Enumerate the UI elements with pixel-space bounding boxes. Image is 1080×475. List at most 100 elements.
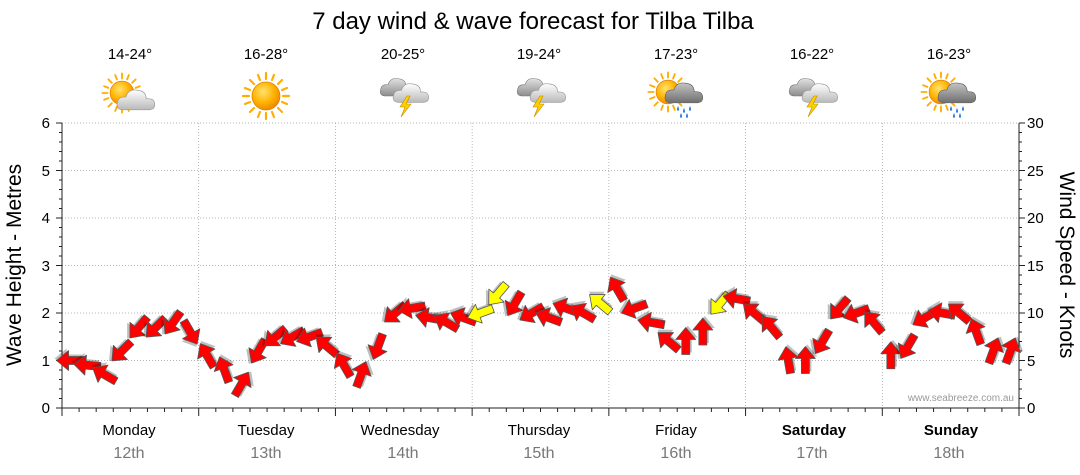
wind-arrow-body bbox=[488, 281, 510, 306]
wind-arrow-body bbox=[367, 332, 388, 360]
wind-arrow bbox=[692, 316, 715, 346]
right-y-tick-label: 20 bbox=[1027, 210, 1044, 227]
wind-arrow bbox=[810, 327, 833, 355]
sunny-icon bbox=[241, 71, 291, 121]
wind-arrow bbox=[277, 326, 307, 347]
wind-arrow-body bbox=[92, 364, 119, 386]
day-label-tuesday: Tuesday bbox=[238, 422, 295, 439]
wind-arrow-body bbox=[692, 317, 714, 346]
temp-label-wednesday: 20-25° bbox=[381, 46, 425, 63]
right-y-tick-label: 10 bbox=[1027, 305, 1044, 322]
wind-arrow-body bbox=[830, 295, 852, 320]
wind-arrow-body bbox=[794, 346, 816, 374]
wind-arrow-body bbox=[722, 288, 751, 309]
wind-arrow bbox=[485, 281, 510, 306]
wind-arrow bbox=[315, 334, 340, 359]
day-label-friday: Friday bbox=[655, 422, 697, 439]
sun-showers-icon bbox=[920, 71, 977, 118]
wind-arrow bbox=[675, 325, 698, 355]
wind-arrow-body bbox=[145, 314, 169, 338]
wind-arrow-body bbox=[398, 298, 427, 319]
day-label-thursday: Thursday bbox=[508, 422, 571, 439]
wind-arrow bbox=[840, 303, 871, 324]
wind-arrow bbox=[864, 308, 886, 336]
wind-arrow bbox=[160, 309, 185, 335]
wind-arrow-body bbox=[897, 332, 919, 359]
wind-arrow-body bbox=[197, 343, 218, 370]
date-label-12th: 12th bbox=[113, 445, 144, 462]
wind-arrow bbox=[365, 332, 388, 361]
wind-arrow bbox=[721, 286, 751, 309]
date-label-15th: 15th bbox=[523, 445, 554, 462]
wind-arrow bbox=[534, 305, 564, 327]
wind-arrow-body bbox=[280, 326, 307, 347]
right-y-minor-ticks bbox=[1019, 122, 1025, 409]
wind-arrow-body bbox=[519, 302, 546, 324]
left-y-tick-label: 4 bbox=[42, 210, 50, 227]
wind-arrow-body bbox=[675, 327, 697, 355]
wind-arrow-body bbox=[965, 318, 986, 346]
wind-arrow bbox=[1001, 336, 1024, 365]
left-y-tick-label: 1 bbox=[42, 353, 50, 370]
date-label-16th: 16th bbox=[660, 445, 691, 462]
wind-arrow-body bbox=[467, 303, 495, 324]
wind-arrow bbox=[895, 332, 919, 360]
wind-arrow bbox=[197, 340, 218, 370]
day-label-saturday: Saturday bbox=[782, 422, 847, 439]
left-y-tick-label: 0 bbox=[42, 400, 50, 417]
wind-arrow bbox=[827, 295, 852, 320]
wind-arrow bbox=[109, 338, 135, 362]
wind-arrow bbox=[414, 305, 444, 328]
left-y-axis-title: Wave Height - Metres bbox=[3, 164, 26, 366]
date-label-14th: 14th bbox=[387, 445, 418, 462]
wind-arrow-body bbox=[231, 371, 252, 398]
wind-arrow bbox=[54, 348, 84, 371]
wind-arrow bbox=[231, 371, 254, 398]
wind-arrow-body bbox=[864, 311, 886, 336]
wind-arrow bbox=[984, 336, 1007, 365]
wind-arrow-body bbox=[535, 307, 564, 327]
wind-arrows bbox=[54, 274, 1024, 398]
temp-label-thursday: 19-24° bbox=[517, 46, 561, 63]
wind-arrow-body bbox=[504, 289, 526, 317]
left-y-tick-label: 6 bbox=[42, 115, 50, 132]
day-label-wednesday: Wednesday bbox=[361, 422, 440, 439]
wind-arrow-body bbox=[761, 316, 784, 341]
wind-arrow bbox=[636, 309, 666, 333]
wind-arrow bbox=[91, 362, 119, 386]
wind-arrow bbox=[570, 300, 597, 324]
grid-lines bbox=[62, 122, 1020, 408]
wind-arrow bbox=[607, 274, 629, 303]
wind-arrow bbox=[351, 360, 374, 389]
wind-arrow bbox=[761, 313, 784, 341]
wind-arrow bbox=[777, 344, 800, 375]
right-y-tick-label: 0 bbox=[1027, 400, 1035, 417]
left-y-minor-ticks bbox=[56, 122, 62, 409]
right-y-tick-label: 15 bbox=[1027, 258, 1044, 275]
wind-arrow bbox=[589, 291, 614, 316]
wind-arrow-body bbox=[315, 336, 340, 359]
date-label-13th: 13th bbox=[250, 445, 281, 462]
wind-arrow bbox=[965, 316, 987, 346]
sun-showers-icon bbox=[647, 71, 704, 118]
wind-arrow bbox=[618, 298, 649, 319]
wind-arrow-body bbox=[73, 354, 102, 376]
wind-arrow-body bbox=[948, 303, 973, 325]
temp-label-sunday: 16-23° bbox=[927, 46, 971, 63]
wind-arrow-body bbox=[351, 361, 372, 389]
wind-arrow-body bbox=[333, 352, 355, 379]
day-label-sunday: Sunday bbox=[924, 422, 979, 439]
date-label-17th: 17th bbox=[796, 445, 827, 462]
wind-arrow bbox=[71, 352, 102, 376]
wind-arrow bbox=[143, 314, 169, 338]
wind-arrow-body bbox=[589, 294, 614, 316]
wind-arrow bbox=[179, 318, 201, 347]
temp-label-tuesday: 16-28° bbox=[244, 46, 288, 63]
thunderstorm-icon bbox=[379, 78, 429, 118]
wind-arrow-body bbox=[812, 327, 833, 355]
wind-arrow bbox=[926, 300, 956, 323]
x-axis-ticks bbox=[61, 408, 1020, 416]
wind-arrow bbox=[433, 310, 461, 333]
wind-arrow-body bbox=[843, 303, 871, 324]
wind-arrow-body bbox=[179, 318, 201, 345]
